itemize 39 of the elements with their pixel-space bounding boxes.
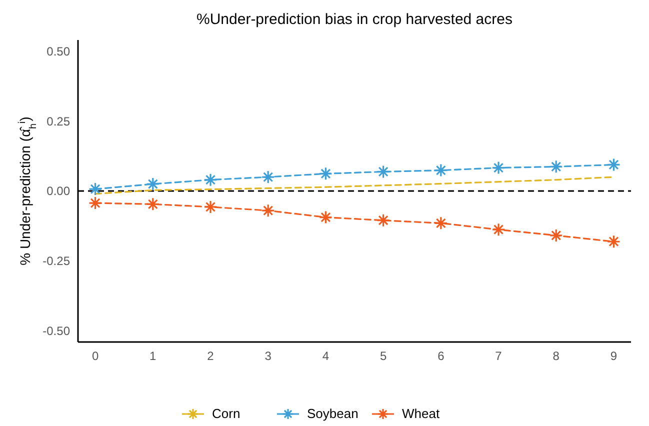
point [146, 177, 160, 191]
point [376, 214, 390, 228]
point [434, 164, 448, 178]
point [318, 210, 332, 224]
legend-label: Soybean [307, 406, 358, 421]
x-tick-label: 3 [264, 349, 272, 363]
point [492, 222, 506, 236]
point [146, 197, 160, 211]
point [204, 200, 218, 214]
y-tick-label: -0.50 [42, 324, 70, 338]
point [606, 158, 621, 172]
y-tick-label: 0.25 [46, 114, 70, 128]
x-tick-label: 9 [610, 349, 618, 363]
point [549, 160, 563, 174]
point [88, 182, 102, 196]
x-tick-label: 7 [495, 349, 502, 363]
x-tick-label: 5 [380, 349, 387, 363]
point [376, 164, 390, 179]
x-tick-label: 0 [92, 349, 99, 363]
x-tick-label: 8 [552, 349, 560, 363]
y-tick-label: 0.00 [46, 184, 70, 198]
point [261, 204, 275, 218]
x-tick-label: 6 [438, 349, 445, 363]
y-tick-label: -0.25 [42, 254, 70, 268]
x-tick-label: 4 [322, 349, 330, 363]
point [434, 216, 448, 230]
point [549, 228, 563, 242]
point [318, 166, 332, 180]
legend-label: Wheat [402, 406, 440, 421]
point [88, 196, 102, 210]
point [261, 170, 275, 184]
point [204, 173, 218, 187]
x-tick-label: 2 [207, 349, 214, 363]
x-tick-label: 1 [150, 349, 157, 363]
y-tick-label: 0.50 [46, 44, 70, 58]
point [492, 160, 506, 175]
chart-title: %Under-prediction bias in crop harvested acres [196, 11, 512, 28]
legend-label: Corn [212, 406, 240, 421]
point [606, 234, 621, 248]
